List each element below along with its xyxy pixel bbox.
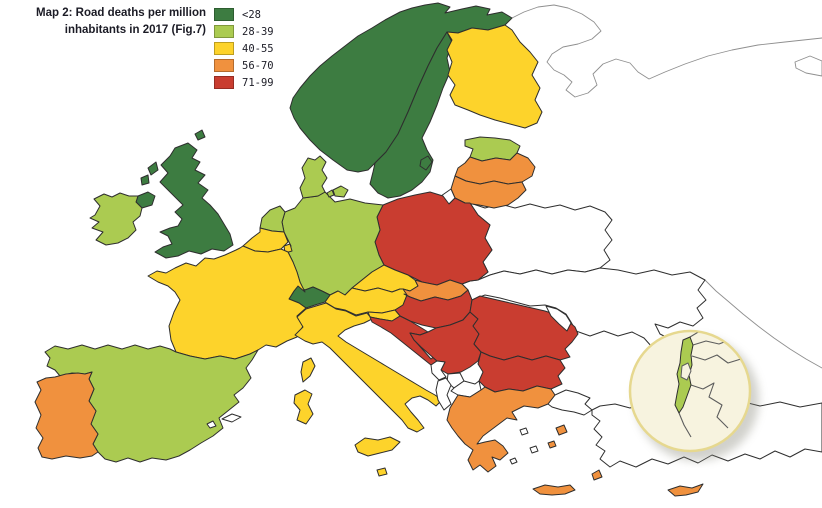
legend-label: <28 bbox=[242, 8, 261, 21]
sardinia-island bbox=[293, 389, 314, 425]
hebrides-islands bbox=[147, 161, 159, 176]
aegean-island-lesbos bbox=[555, 424, 568, 436]
denmark-zealand-island bbox=[332, 185, 349, 198]
country-estonia bbox=[464, 136, 521, 162]
country-bulgaria bbox=[477, 351, 566, 393]
country-malta bbox=[376, 467, 388, 477]
country-portugal bbox=[34, 371, 99, 460]
legend-swatch bbox=[214, 8, 234, 21]
country-cyprus bbox=[667, 483, 704, 497]
legend-item: 28-39 bbox=[214, 25, 274, 38]
country-belarus bbox=[469, 202, 613, 281]
balearic-islands bbox=[221, 413, 242, 423]
legend-swatch bbox=[214, 59, 234, 72]
inset-border-jordan-east bbox=[690, 382, 729, 429]
gotland-island bbox=[419, 155, 433, 171]
black-sea-ne-coastline bbox=[704, 279, 822, 369]
country-denmark bbox=[299, 155, 328, 199]
balearic-islands-2 bbox=[206, 420, 217, 429]
country-france bbox=[147, 245, 307, 360]
country-sweden bbox=[369, 31, 453, 199]
legend-swatch bbox=[214, 42, 234, 55]
legend-label: 71-99 bbox=[242, 76, 274, 89]
white-sea-island-outline bbox=[794, 55, 822, 77]
legend-label: 40-55 bbox=[242, 42, 274, 55]
country-romania bbox=[469, 295, 579, 361]
country-finland bbox=[446, 24, 543, 129]
israel-inset bbox=[628, 329, 759, 461]
country-albania bbox=[435, 377, 452, 411]
map-title: Map 2: Road deaths per million inhabitan… bbox=[30, 5, 206, 38]
inset-border-egypt bbox=[678, 412, 692, 438]
denmark-funen-island bbox=[326, 189, 335, 198]
legend: <28 28-39 40-55 56-70 71-99 bbox=[214, 5, 274, 89]
legend-swatch bbox=[214, 76, 234, 89]
figure-header: Map 2: Road deaths per million inhabitan… bbox=[30, 5, 274, 89]
legend-label: 56-70 bbox=[242, 59, 274, 72]
country-ukraine bbox=[461, 267, 707, 351]
inset-west-bank bbox=[680, 362, 692, 381]
rhodes-island bbox=[591, 469, 603, 481]
country-ireland bbox=[89, 192, 143, 246]
country-greece bbox=[446, 385, 556, 473]
country-netherlands bbox=[259, 205, 286, 233]
inset-circle bbox=[628, 329, 752, 453]
legend-item: <28 bbox=[214, 8, 274, 21]
legend-item: 56-70 bbox=[214, 59, 274, 72]
country-moldova bbox=[545, 305, 572, 332]
legend-label: 28-39 bbox=[242, 25, 274, 38]
map-title-line2: inhabitants in 2017 (Fig.7) bbox=[64, 23, 206, 36]
aegean-island-1 bbox=[519, 427, 529, 436]
country-united-kingdom bbox=[154, 142, 234, 259]
legend-item: 71-99 bbox=[214, 76, 274, 89]
aegean-island-2 bbox=[529, 445, 539, 454]
map-title-line1: Map 2: Road deaths per million bbox=[36, 7, 206, 19]
aegean-island-chios bbox=[547, 440, 557, 449]
corsica-island bbox=[300, 357, 316, 383]
sicily-island bbox=[354, 436, 401, 457]
hebrides-islands-2 bbox=[140, 174, 150, 186]
inset-border-lebanon bbox=[689, 332, 712, 338]
aegean-island-3 bbox=[509, 457, 518, 465]
legend-swatch bbox=[214, 25, 234, 38]
orkney-islands bbox=[194, 129, 206, 141]
crete-island bbox=[532, 484, 576, 496]
country-montenegro bbox=[430, 360, 447, 381]
country-turkey-thrace bbox=[547, 389, 593, 416]
russia-arctic-coastline bbox=[511, 4, 822, 98]
legend-item: 40-55 bbox=[214, 42, 274, 55]
